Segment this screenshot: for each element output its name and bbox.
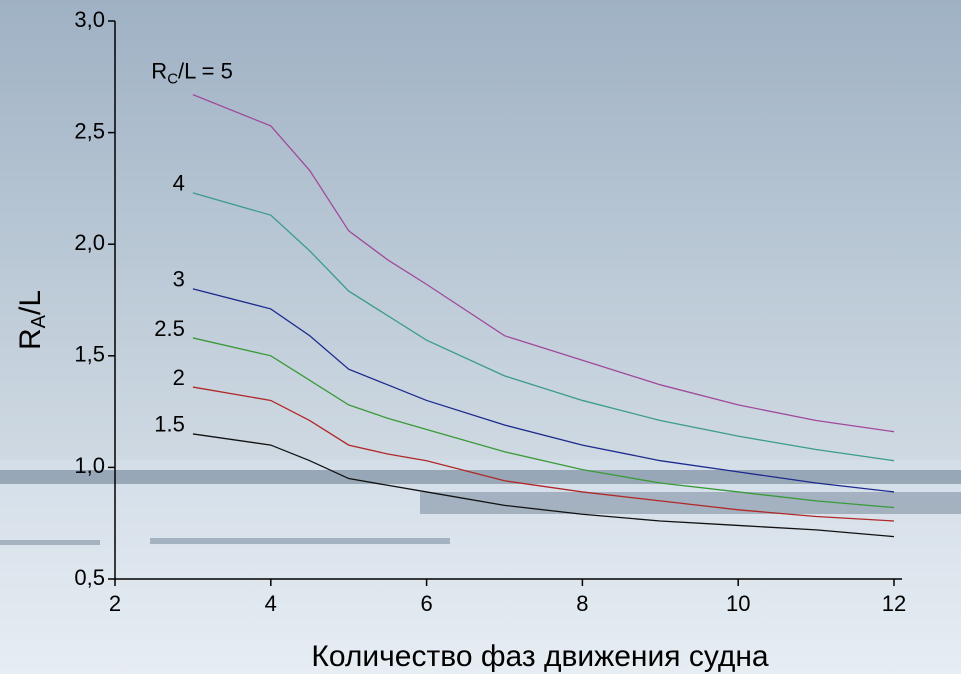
series-label: 2.5 (154, 316, 185, 341)
y-tick-label: 1,0 (74, 453, 105, 478)
series-line (192, 386, 895, 522)
x-tick-label: 8 (576, 591, 588, 616)
x-tick-label: 6 (420, 591, 432, 616)
series-line (192, 337, 895, 509)
water-band (150, 538, 450, 544)
x-tick-label: 10 (726, 591, 750, 616)
y-tick-label: 2,5 (74, 118, 105, 143)
series-label: RC/L = 5 (151, 58, 233, 87)
series-label-prefix: C (167, 71, 178, 88)
x-axis-title: Количество фаз движения судна (311, 640, 768, 673)
series-label: 4 (173, 171, 185, 196)
y-axis-title-sub: A (28, 314, 50, 328)
series-line (192, 288, 895, 493)
series-label-prefix: R (151, 58, 167, 83)
series-label-name: 5 (221, 58, 233, 83)
y-axis-title-main: R (14, 328, 47, 350)
plot-area: 0,5 1,0 1,5 2,0 2,5 3,0 2 4 6 8 10 12 RC/L = 5 4 3 2.5 2… (74, 7, 906, 616)
series-line (192, 192, 895, 462)
water-band (420, 492, 961, 514)
series-line (192, 433, 895, 538)
y-axis-title-rest: /L (14, 290, 47, 315)
series-line (192, 94, 895, 433)
y-tick-label: 0,5 (74, 565, 105, 590)
series-label: 2 (173, 365, 185, 390)
y-tick-label: 2,0 (74, 230, 105, 255)
x-tick-label: 12 (882, 591, 906, 616)
x-tick-label: 4 (265, 591, 277, 616)
series-label: 3 (173, 267, 185, 292)
y-tick-label: 1,5 (74, 342, 105, 367)
water-band (0, 540, 100, 545)
series-label-prefix: /L = (178, 58, 221, 83)
background-sky (0, 0, 961, 460)
x-tick-label: 2 (109, 591, 121, 616)
water-band (0, 470, 961, 484)
y-axis-title: RA/L (14, 290, 50, 350)
series-label: 1.5 (154, 412, 185, 437)
y-tick-label: 3,0 (74, 7, 105, 32)
